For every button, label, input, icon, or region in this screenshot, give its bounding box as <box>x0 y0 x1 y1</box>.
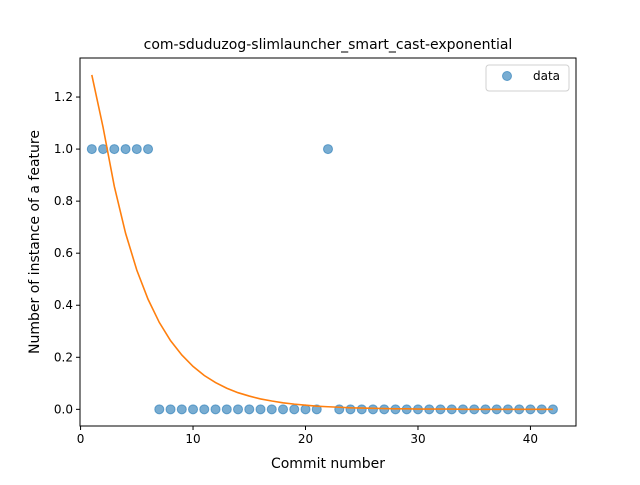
axes-frame <box>79 57 577 427</box>
plot-area <box>86 74 558 415</box>
y-axis-label: Number of instance of a feature <box>27 130 43 354</box>
data-point <box>345 404 356 415</box>
y-tick-label: 0.2 <box>54 350 73 364</box>
data-point <box>143 144 154 155</box>
data-point <box>278 404 289 415</box>
data-point <box>266 404 277 415</box>
data-point <box>131 144 142 155</box>
data-point <box>244 404 255 415</box>
y-tick-label: 0.6 <box>54 246 73 260</box>
y-tick-label: 1.2 <box>54 90 73 104</box>
legend: data <box>485 64 570 92</box>
data-point <box>165 404 176 415</box>
data-point <box>289 404 300 415</box>
x-tick-label: 40 <box>523 432 538 446</box>
data-point <box>120 144 131 155</box>
y-tick-label: 0.8 <box>54 194 73 208</box>
data-point <box>221 404 232 415</box>
y-tick-label: 0.4 <box>54 298 73 312</box>
data-point <box>154 404 165 415</box>
data-point <box>109 144 120 155</box>
x-tick-label: 10 <box>185 432 200 446</box>
legend-label-data: data <box>533 69 560 83</box>
data-point <box>188 404 199 415</box>
x-axis-label: Commit number <box>271 456 385 472</box>
x-tick-label: 20 <box>298 432 313 446</box>
data-point <box>210 404 221 415</box>
data-point <box>199 404 210 415</box>
data-point <box>334 404 345 415</box>
x-tick-label: 30 <box>410 432 425 446</box>
fit-line <box>91 74 553 411</box>
y-tick-label: 1.0 <box>54 142 73 156</box>
data-point <box>176 404 187 415</box>
data-point <box>86 144 97 155</box>
chart-title: com-sduduzog-slimlauncher_smart_cast-exp… <box>144 37 513 53</box>
legend-marker-data <box>502 71 512 81</box>
ticks: 0 10 20 30 40 0.0 0.2 0.4 0.6 0.8 1.0 1.2 <box>54 90 538 446</box>
data-point <box>233 404 244 415</box>
data-point <box>323 144 333 155</box>
data-point <box>356 404 367 415</box>
data-point <box>367 404 378 415</box>
x-tick-label: 0 <box>77 432 85 446</box>
y-tick-label: 0.0 <box>54 402 73 416</box>
data-point <box>255 404 266 415</box>
